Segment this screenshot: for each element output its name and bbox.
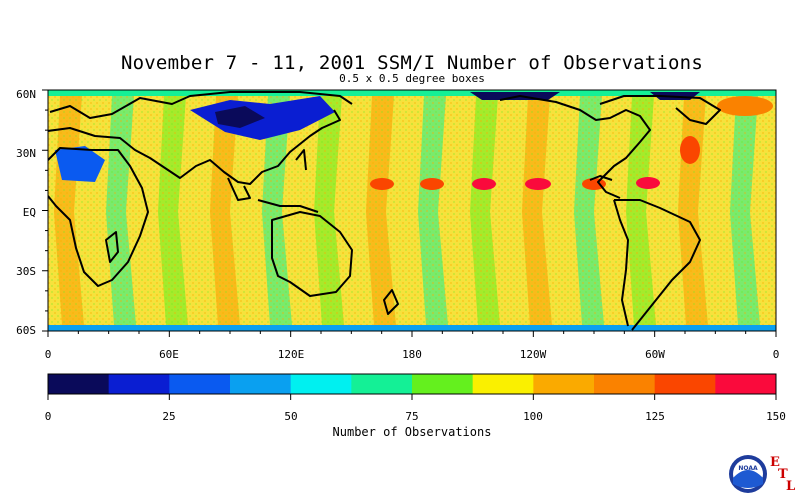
colorbar-tick-label-125: 125	[645, 410, 665, 423]
etl-letter-l: L	[786, 479, 795, 494]
lon-label-0-west: 0	[45, 348, 52, 361]
colorbar-tick-label-100: 100	[523, 410, 543, 423]
eurasia-south-coast	[48, 109, 341, 185]
lat-label-60s: 60S	[16, 324, 36, 337]
lon-label-120w: 120W	[520, 348, 547, 361]
colorbar-segment	[230, 374, 292, 394]
japan-coast	[295, 149, 307, 171]
lat-label-30s: 30S	[16, 265, 36, 278]
colorbar-tick-label-25: 25	[162, 410, 175, 423]
noaa-bird-icon	[733, 470, 763, 488]
colorbar-tick-label-50: 50	[284, 410, 297, 423]
canada-north-coast	[599, 95, 721, 125]
siberia-core-region	[215, 106, 265, 128]
south-edge-band	[48, 325, 776, 331]
colorbar	[48, 374, 777, 394]
colorbar-segment	[533, 374, 595, 394]
map-ticks	[42, 89, 777, 337]
eurasia-north-coast	[49, 91, 353, 119]
map-speckle	[48, 90, 776, 331]
map-title: November 7 - 11, 2001 SSM/I Number of Ob…	[121, 52, 703, 74]
colorbar-ticks	[47, 394, 777, 400]
caribbean-islands	[589, 175, 613, 181]
colorbar-tick-label-150: 150	[766, 410, 786, 423]
colorbar-label: Number of Observations	[333, 425, 492, 439]
colorbar-segment	[290, 374, 352, 394]
colorbar-segment	[169, 374, 231, 394]
lon-label-0-east: 0	[773, 348, 780, 361]
colorbar-segment	[654, 374, 716, 394]
etl-letter-t: T	[778, 467, 788, 482]
africa-coast	[48, 147, 149, 287]
new-zealand-coast	[383, 289, 399, 315]
map-subtitle: 0.5 x 0.5 degree boxes	[339, 72, 485, 85]
indonesia-chain	[257, 199, 319, 213]
hotspot-band	[370, 96, 773, 190]
madagascar-coast	[105, 231, 119, 263]
colorbar-segment	[412, 374, 474, 394]
coastlines	[48, 91, 721, 331]
colorbar-segment	[715, 374, 777, 394]
south-america-west-coast	[613, 199, 629, 327]
map-panel	[47, 89, 777, 332]
lon-label-60w: 60W	[645, 348, 665, 361]
lon-label-180: 180	[402, 348, 422, 361]
india-coast	[227, 177, 251, 201]
south-america-east-coast	[614, 199, 701, 331]
colorbar-segment	[351, 374, 413, 394]
sahara-low-region	[55, 146, 105, 182]
noaa-etl-logo: NOAA E T L	[729, 455, 795, 494]
noaa-logo-text: NOAA	[738, 465, 758, 472]
colorbar-tick-label-75: 75	[405, 410, 418, 423]
lon-label-60e: 60E	[159, 348, 179, 361]
colorbar-segment	[594, 374, 656, 394]
lat-label-eq: EQ	[23, 206, 36, 219]
colorbar-tick-label-0: 0	[45, 410, 52, 423]
lat-label-60n: 60N	[16, 88, 36, 101]
colorbar-segment	[472, 374, 534, 394]
australia-coast	[271, 211, 353, 297]
lat-label-30n: 30N	[16, 147, 36, 160]
lon-label-120e: 120E	[278, 348, 305, 361]
colorbar-segment	[108, 374, 170, 394]
north-edge-band	[48, 90, 776, 96]
etl-letter-e: E	[770, 455, 780, 470]
colorbar-segment	[48, 374, 110, 394]
